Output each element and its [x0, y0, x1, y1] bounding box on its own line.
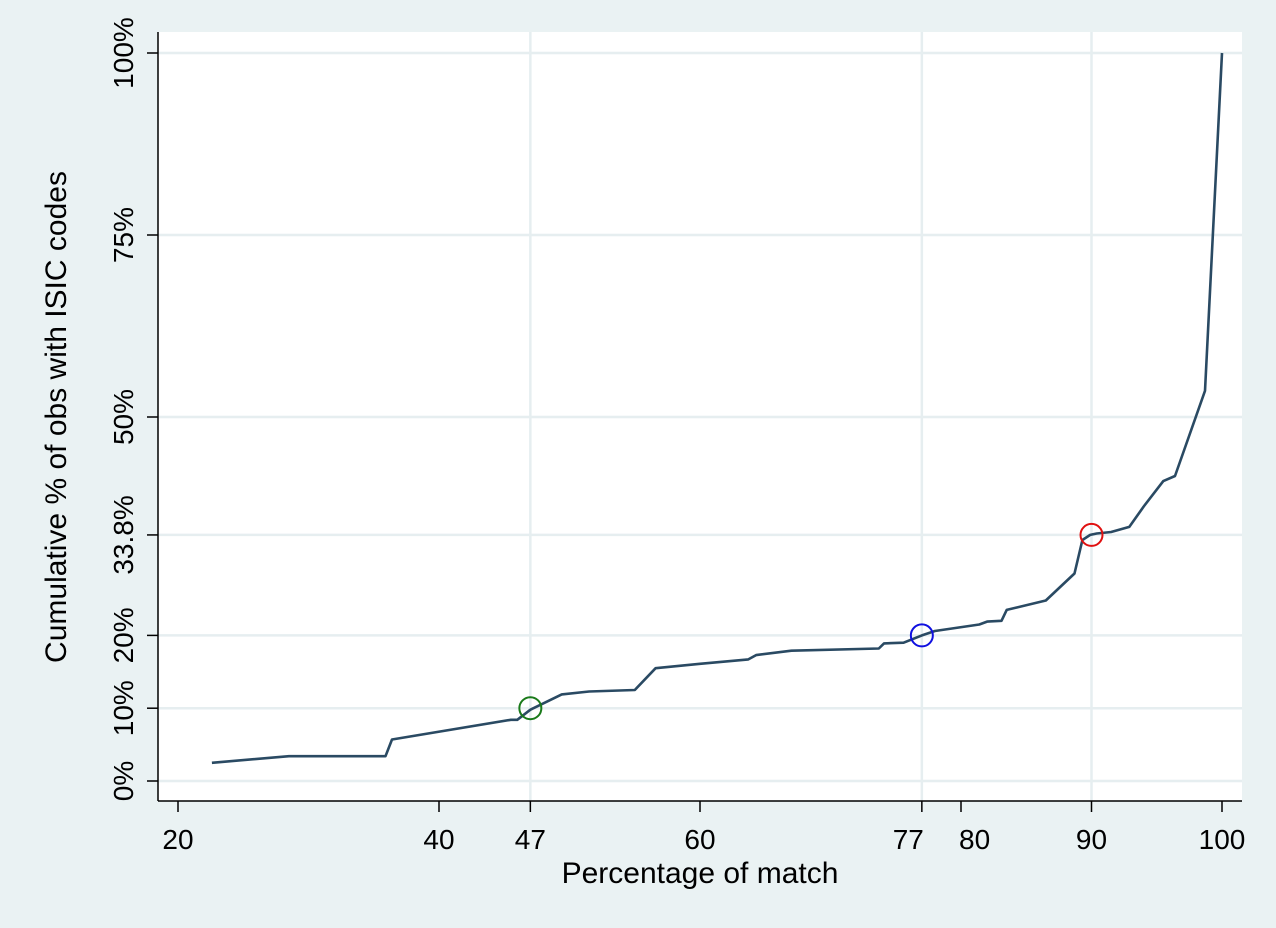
y-axis-ticks: 0% 10% 20% 33.8% 50% 75% 100%	[108, 17, 158, 801]
x-tick-label: 40	[423, 824, 454, 855]
highlight-marker	[518, 696, 543, 721]
y-tick-label: 0%	[108, 761, 139, 801]
marker-layer	[518, 522, 1104, 721]
y-tick-label: 50%	[108, 389, 139, 445]
x-axis-title: Percentage of match	[562, 857, 839, 890]
y-gridlines	[158, 51, 1242, 783]
y-tick-label: 100%	[108, 17, 139, 89]
y-tick-label: 10%	[108, 680, 139, 736]
highlight-marker	[1079, 522, 1104, 547]
x-gridlines	[529, 32, 1093, 801]
x-tick-label: 100	[1199, 824, 1246, 855]
y-tick-label: 33.8%	[108, 495, 139, 574]
highlight-marker	[909, 623, 934, 648]
y-tick-label: 75%	[108, 207, 139, 263]
x-tick-label: 47	[515, 824, 546, 855]
series-line	[211, 52, 1224, 765]
x-tick-label: 77	[893, 824, 924, 855]
x-tick-label: 20	[162, 824, 193, 855]
y-axis-title: Cumulative % of obs with ISIC codes	[40, 171, 73, 663]
series-layer	[211, 52, 1224, 765]
x-axis-ticks: 20 40 47 60 77 80 90 100	[162, 801, 1245, 855]
x-tick-label: 60	[684, 824, 715, 855]
x-tick-label: 90	[1076, 824, 1107, 855]
y-tick-label: 20%	[108, 607, 139, 663]
x-tick-label: 80	[959, 824, 990, 855]
